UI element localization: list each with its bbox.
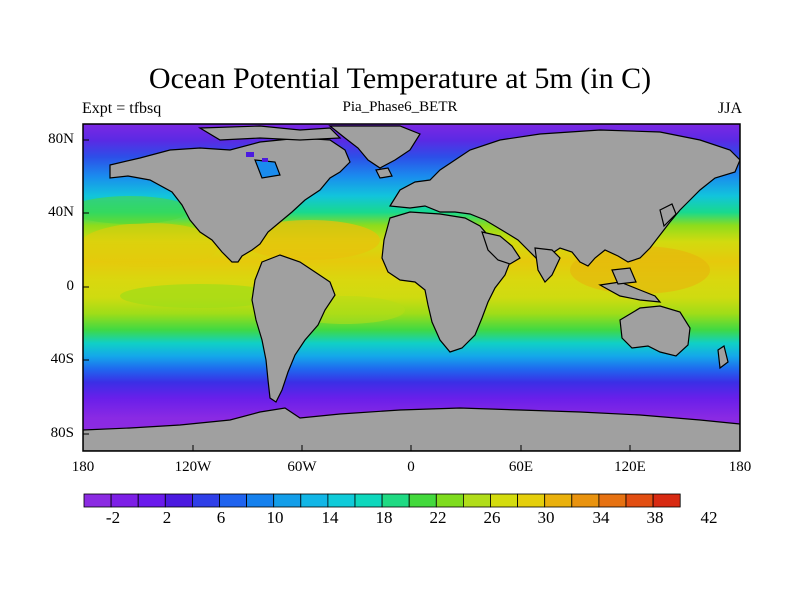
map-panel [83,124,740,451]
colorbar-swatch [490,493,519,508]
borneo-land [611,267,637,285]
pacific-cold-tongue [120,284,280,308]
iceland-land [375,167,393,179]
india-land [534,247,561,283]
land-masses [83,125,740,451]
x-tick-label: 180 [71,459,95,475]
colorbar-swatch [300,493,329,508]
new-zealand-land [717,345,729,370]
colorbar-swatch [83,493,112,508]
sea-ice-patch [246,152,254,157]
y-tick-label: 80N [48,131,74,147]
y-tick-label: 40S [50,351,74,367]
colorbar-swatch [598,493,627,508]
colorbar-swatch [327,493,356,508]
season-label: JJA [717,100,742,117]
x-tick-label: 120W [174,459,212,475]
greenland-land [328,125,421,169]
colorbar-swatch [435,493,464,508]
case-name-label: Pia_Phase6_BETR [342,99,458,115]
west-pacific-warm-pool [570,246,710,294]
colorbar-swatch [652,493,681,508]
x-tick-label: 120E [614,459,646,475]
colorbar-label: 38 [646,508,664,527]
colorbar-label: 26 [483,508,501,527]
north-pacific-band [83,196,190,224]
antarctica-land [83,407,740,451]
x-tick-label: 0 [407,459,415,475]
north-america-land [109,137,351,263]
axis-ticks [82,139,741,451]
colorbar-label: 6 [216,508,226,527]
colorbar-swatch [381,493,410,508]
colorbar-swatch [110,493,139,508]
colorbar-swatch [462,493,491,508]
arabia-land [481,231,521,265]
colorbar-swatch [219,493,248,508]
colorbar-swatch [571,493,600,508]
x-tick-label: 60E [508,459,534,475]
colorbar-label: -2 [105,508,121,527]
colorbar-label: 42 [700,508,718,527]
colorbar-label: 2 [162,508,172,527]
colorbar-label: 30 [537,508,555,527]
colorbar-label: 18 [375,508,393,527]
x-tick-label: 60W [287,459,317,475]
y-tick-label: 80S [50,425,74,441]
hudson-bay [254,159,281,179]
pacific-warm-band [83,223,220,267]
colorbar-label: 10 [266,508,284,527]
south-america-land [251,254,336,403]
x-tick-label: 180 [728,459,752,475]
colorbar-label: 22 [429,508,447,527]
australia-land [619,305,691,357]
colorbar-swatch [164,493,193,508]
colorbar-swatch [246,493,275,508]
atlantic-warm-pool [240,220,380,260]
map-title: Ocean Potential Temperature at 5m (in C) [148,62,652,95]
colorbar-swatch [544,493,573,508]
colorbar-label: 14 [321,508,339,527]
eurasia-land [388,129,740,267]
japan-land [659,203,677,228]
africa-land [381,211,511,353]
y-tick-label: 0 [66,278,75,294]
y-tick-label: 40N [48,204,74,220]
colorbar-swatch [273,493,302,508]
arctic-islands-land [197,125,342,141]
colorbar [83,493,681,508]
colorbar-swatch [625,493,654,508]
colorbar-swatch [408,493,437,508]
colorbar-swatch [137,493,166,508]
colorbar-swatch [354,493,383,508]
colorbar-swatch [517,493,546,508]
colorbar-label: 34 [592,508,610,527]
colorbar-swatch [191,493,220,508]
sea-ice-patch [262,158,268,162]
experiment-label: Expt = tfbsq [82,100,162,117]
